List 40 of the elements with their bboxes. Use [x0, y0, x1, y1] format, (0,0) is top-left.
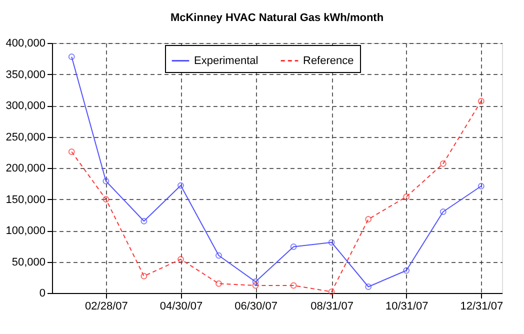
x-tick-label: 12/31/07	[460, 300, 504, 312]
y-tick-label: 150,000	[6, 194, 46, 206]
y-tick-label: 50,000	[12, 256, 46, 268]
point	[403, 267, 410, 274]
point	[216, 252, 222, 259]
point	[365, 216, 372, 222]
point	[178, 182, 184, 189]
legend-label: Experimental	[194, 54, 258, 67]
point	[140, 218, 148, 224]
point	[365, 284, 372, 290]
x-tick-label: 04/30/07	[160, 300, 203, 312]
point	[102, 196, 110, 202]
x-tick-label: 08/31/07	[310, 300, 354, 312]
y-tick-label: 400,000	[6, 38, 46, 50]
point	[290, 282, 297, 289]
point	[178, 256, 184, 262]
point	[440, 208, 446, 215]
legend-label: Reference	[303, 54, 354, 67]
y-tick-label: 100,000	[6, 225, 46, 237]
y-tick-label: 250,000	[6, 131, 46, 144]
point	[328, 288, 335, 295]
y-tick-label: 200,000	[6, 162, 46, 174]
point	[290, 244, 297, 250]
x-tick-label: 06/30/07	[234, 300, 278, 312]
point	[68, 148, 75, 155]
y-tick-label: 0	[39, 288, 46, 300]
point	[252, 278, 259, 285]
point	[252, 282, 259, 289]
x-tick-label: 02/28/07	[85, 300, 128, 312]
y-tick-label: 350,000	[6, 68, 46, 81]
x-tick-label: 10/31/07	[385, 300, 428, 312]
point	[328, 239, 335, 246]
chart-title: McKinney HVAC Natural Gas kWh/month	[170, 12, 384, 24]
y-tick-label: 300,000	[6, 100, 46, 112]
point	[478, 98, 484, 104]
point	[102, 178, 110, 184]
point	[140, 272, 148, 280]
point	[216, 280, 222, 287]
point	[440, 160, 446, 167]
point	[403, 194, 410, 200]
